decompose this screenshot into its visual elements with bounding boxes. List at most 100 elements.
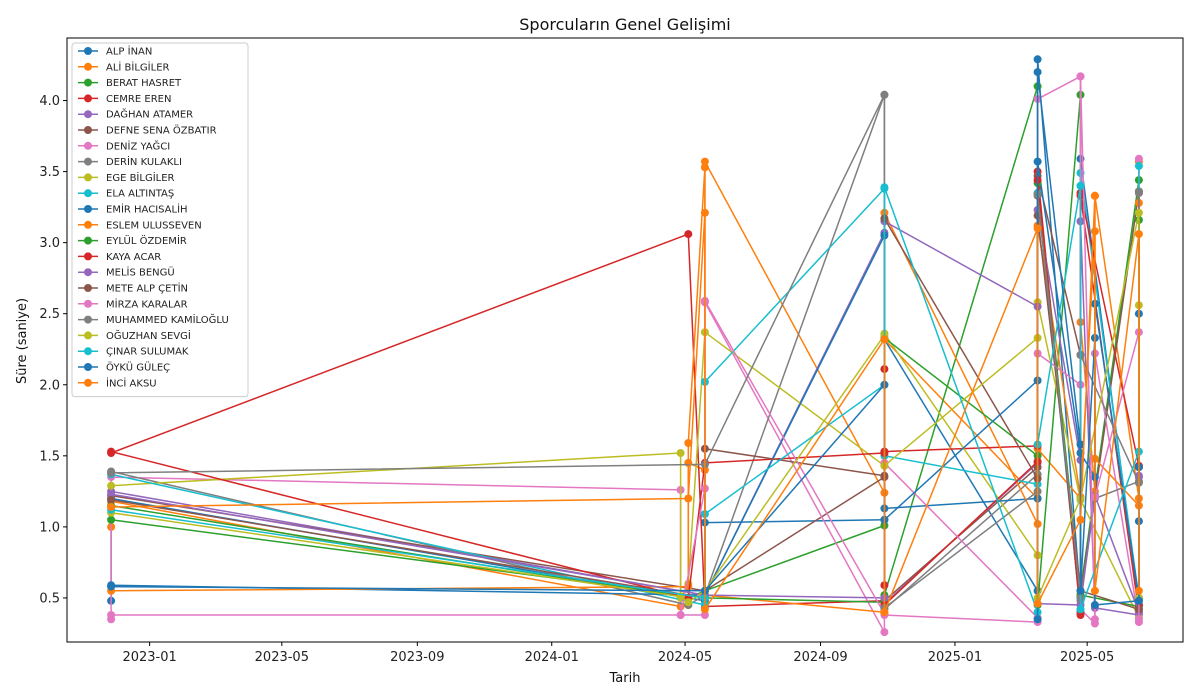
y-tick-label: 4.0	[39, 94, 60, 109]
data-point	[880, 335, 889, 344]
data-point	[1134, 596, 1143, 605]
legend-item: EYLÜL ÖZDEMİR	[78, 234, 187, 247]
series-0	[107, 55, 1143, 609]
data-point	[1134, 586, 1143, 595]
data-point	[700, 208, 709, 217]
data-point	[880, 608, 889, 617]
data-point	[676, 611, 685, 619]
legend-marker	[84, 126, 92, 134]
series-16	[107, 72, 1143, 624]
legend-label: METE ALP ÇETİN	[106, 282, 188, 295]
legend-marker	[84, 378, 92, 387]
data-point	[1033, 55, 1042, 64]
data-point	[700, 611, 709, 619]
y-tick-label: 3.0	[39, 236, 60, 251]
legend-marker	[84, 205, 92, 213]
series-line	[110, 58, 1140, 606]
series-line	[110, 75, 1140, 633]
data-point	[1134, 154, 1143, 163]
legend-label: DAĞHAN ATAMER	[106, 108, 193, 121]
data-point	[700, 605, 709, 614]
legend-marker	[84, 315, 92, 324]
x-tick-label: 2023-09	[390, 650, 444, 665]
series-11	[107, 163, 1143, 617]
legend-marker	[84, 157, 92, 166]
data-point	[1134, 208, 1143, 217]
legend-item: METE ALP ÇETİN	[78, 282, 188, 295]
legend-label: ESLEM ULUSSEVEN	[106, 220, 202, 231]
legend-item: DEFNE SENA ÖZBATIR	[78, 124, 217, 137]
x-tick-label: 2023-01	[122, 650, 176, 665]
series-line	[110, 175, 1140, 610]
data-point	[1033, 224, 1042, 233]
legend-label: DEFNE SENA ÖZBATIR	[106, 124, 217, 137]
x-tick-label: 2025-05	[1060, 650, 1114, 665]
y-tick-label: 1.5	[39, 449, 60, 464]
data-point	[1076, 586, 1085, 595]
x-tick-label: 2024-09	[793, 650, 847, 665]
legend-item: ESLEM ULUSSEVEN	[78, 220, 202, 231]
x-tick-label: 2024-05	[658, 650, 712, 665]
data-point	[684, 494, 693, 503]
series-1	[107, 157, 1143, 611]
legend-label: KAYA ACAR	[106, 252, 161, 263]
x-tick-label: 2023-05	[255, 650, 309, 665]
legend-label: İNCİ AKSU	[106, 376, 157, 389]
series-line	[111, 71, 1140, 621]
data-point	[107, 468, 116, 477]
legend-marker	[84, 236, 92, 245]
legend-label: ALİ BİLGİLER	[106, 60, 170, 73]
data-point	[1134, 188, 1143, 197]
data-point	[700, 157, 709, 166]
data-point	[1134, 161, 1143, 170]
legend-label: MİRZA KARALAR	[106, 297, 188, 310]
legend-marker	[84, 62, 92, 71]
legend-marker	[84, 284, 92, 292]
legend-label: BERAT HASRET	[106, 78, 182, 89]
data-point	[107, 611, 116, 619]
legend-item: MİRZA KARALAR	[78, 297, 188, 310]
data-point	[1076, 605, 1085, 614]
data-point	[1090, 615, 1099, 624]
x-tick-label: 2025-01	[928, 650, 982, 665]
series-line	[110, 185, 1140, 613]
legend-item: MUHAMMED KAMİLOĞLU	[78, 313, 229, 326]
legend-marker	[84, 331, 92, 340]
x-tick-label: 2024-01	[525, 650, 579, 665]
legend-marker	[84, 47, 92, 55]
chart-title: Sporcuların Genel Gelişimi	[519, 15, 730, 34]
y-tick-label: 2.5	[39, 307, 60, 322]
legend-item: DERİN KULAKLI	[78, 155, 182, 168]
data-point	[1090, 586, 1099, 595]
data-point	[107, 490, 116, 499]
legend-item: EGE BİLGİLER	[78, 171, 175, 184]
legend-marker	[84, 173, 92, 182]
legend: ALP İNAN ALİ BİLGİLER BERAT HASRET CEMRE ER…	[71, 42, 249, 398]
series-line	[110, 179, 1140, 613]
series-line	[110, 170, 1140, 616]
series-18	[107, 208, 1143, 607]
y-tick-label: 2.0	[39, 378, 60, 393]
data-point	[1076, 515, 1085, 524]
axes: 2023-01 2023-05 2023-09 2024-01 2024-05 2024-…	[39, 37, 1184, 665]
y-tick-label: 1.0	[39, 520, 60, 535]
legend-item: ÇINAR SULUMAK	[78, 347, 189, 358]
legend-marker	[84, 347, 92, 356]
data-point	[684, 439, 693, 447]
legend-box	[71, 42, 249, 398]
data-point	[107, 495, 116, 504]
data-point	[107, 447, 116, 456]
legend-label: ELA ALTINTAŞ	[106, 189, 174, 200]
series-8	[107, 298, 1143, 622]
legend-item: ÖYKÜ GÜLEÇ	[78, 361, 170, 374]
data-point	[1076, 72, 1085, 81]
series-9	[107, 161, 1143, 617]
legend-marker	[84, 252, 92, 261]
series-line	[110, 212, 1140, 603]
data-point	[880, 628, 889, 637]
data-point	[1076, 181, 1085, 190]
x-axis-title: Tarih	[609, 671, 641, 686]
data-point	[684, 598, 693, 607]
data-point	[1134, 230, 1143, 239]
